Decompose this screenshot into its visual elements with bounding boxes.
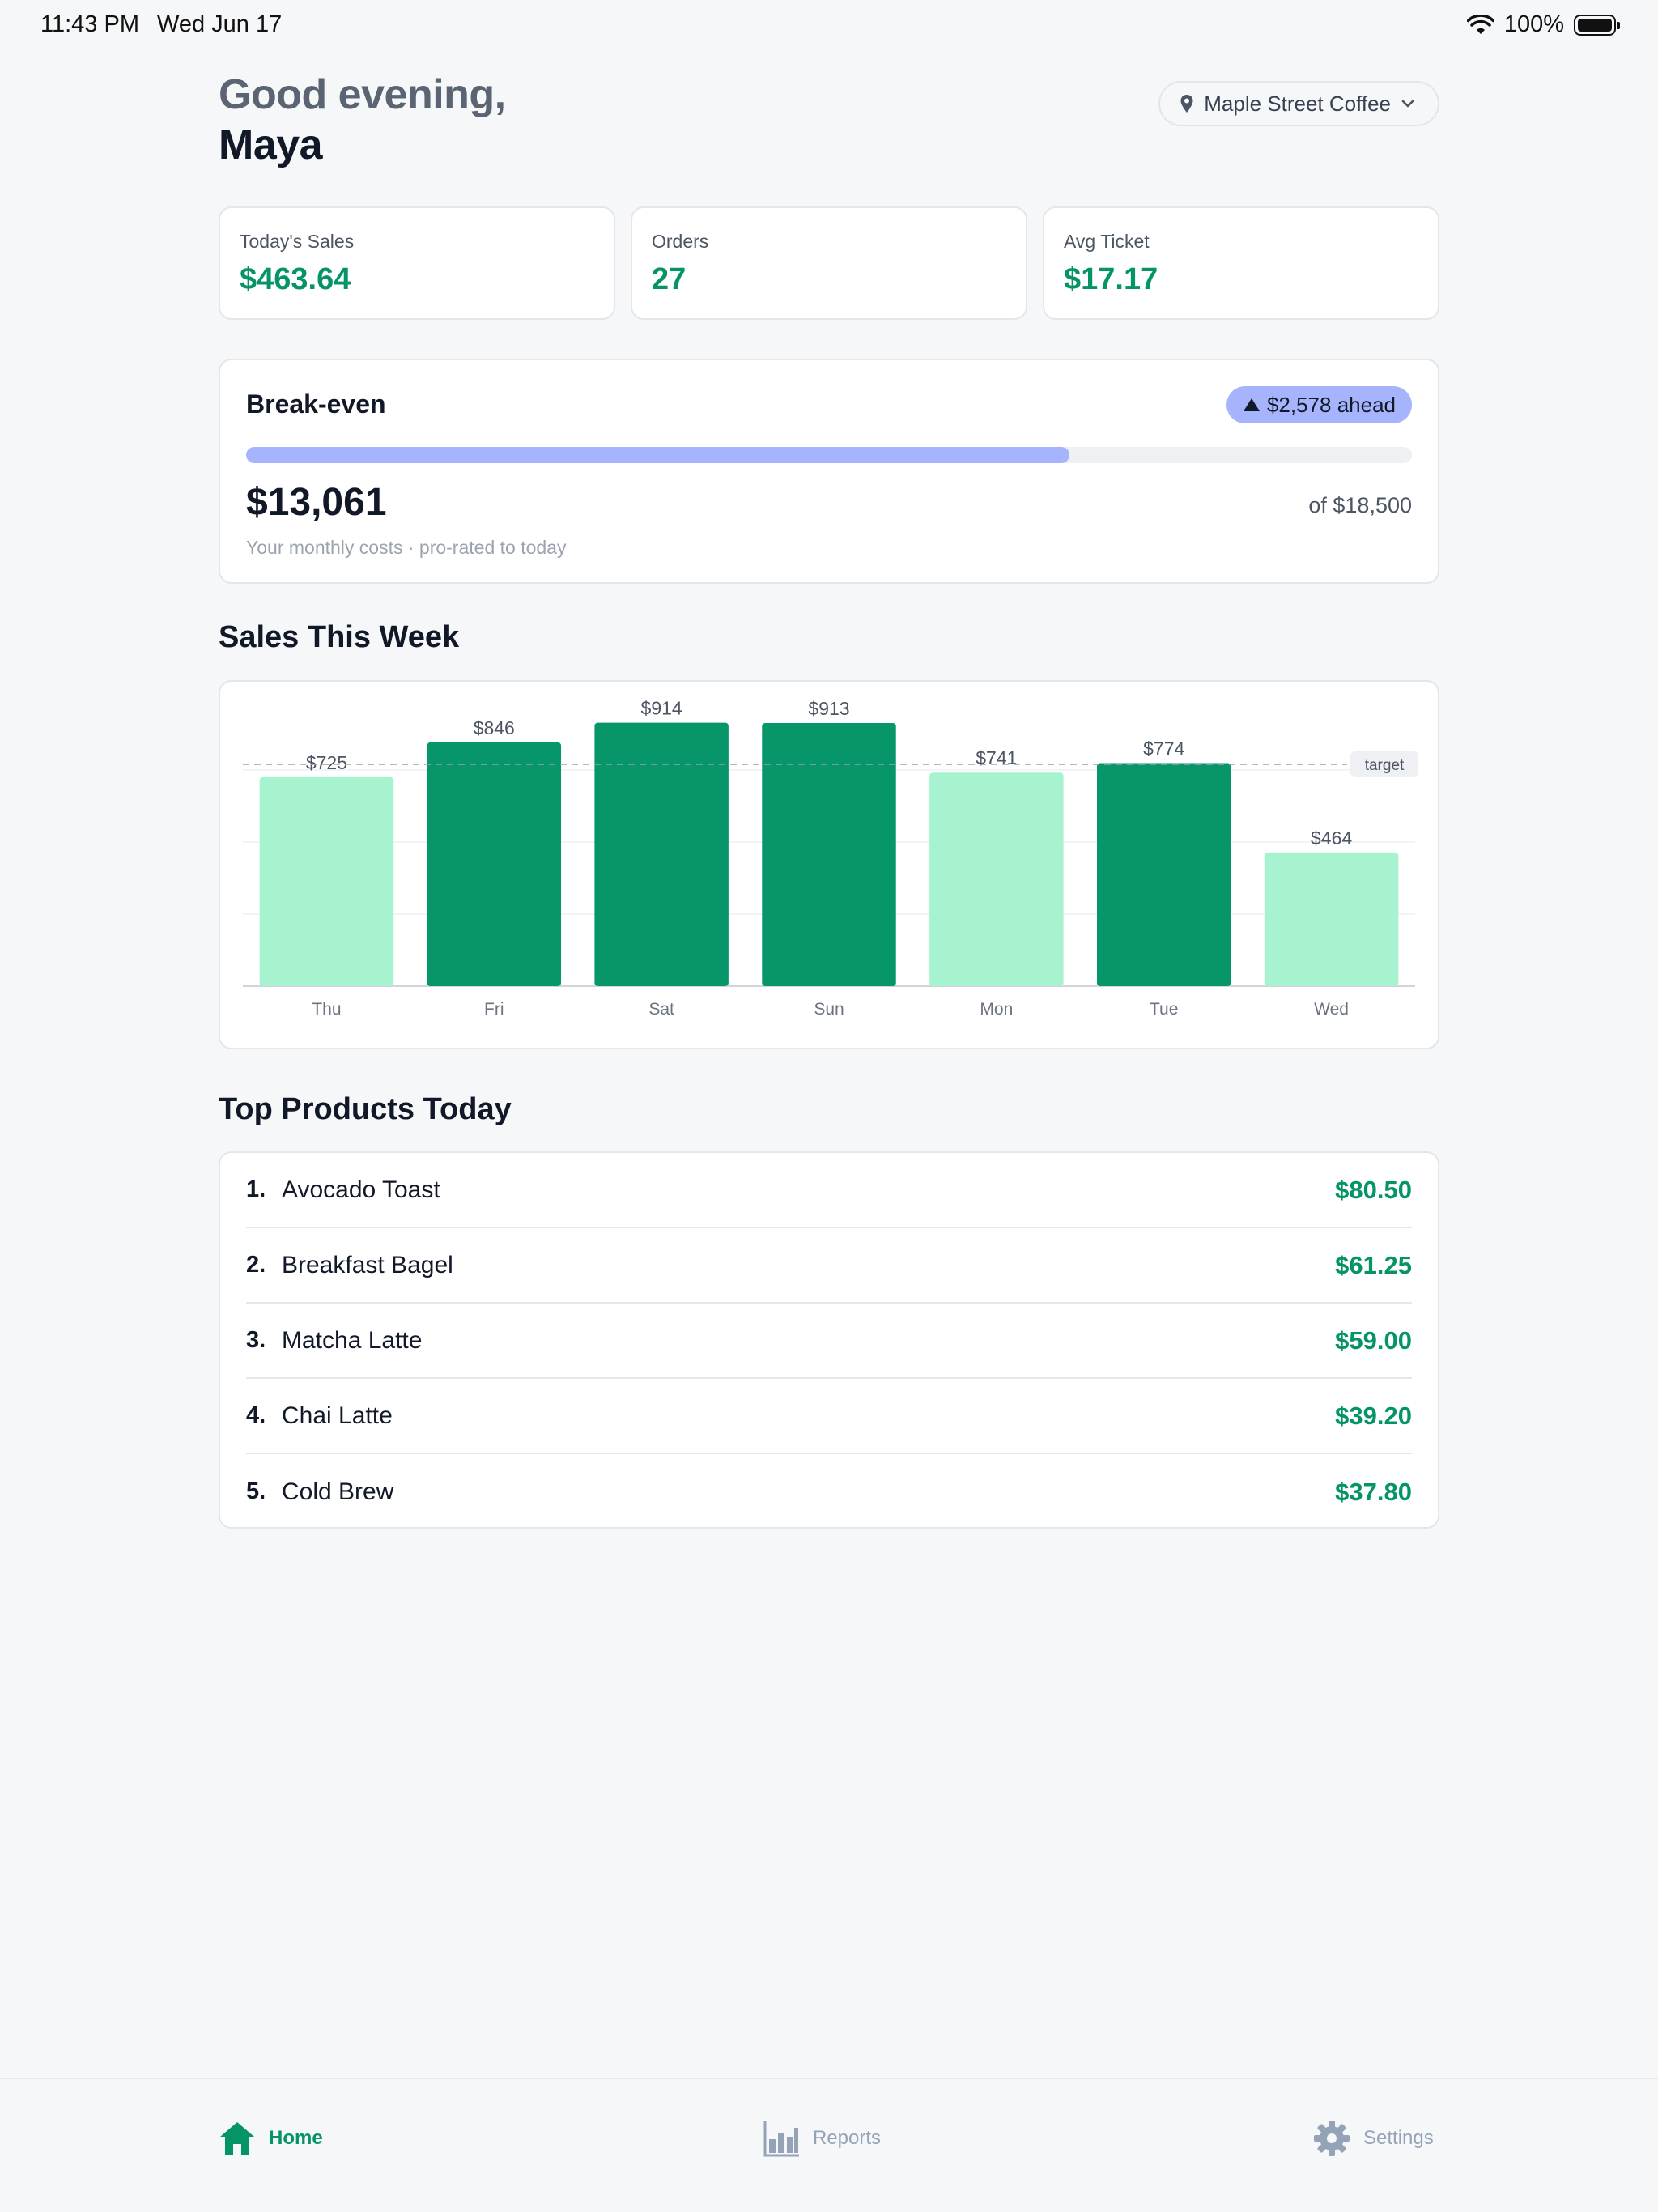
battery-percent: 100%	[1503, 11, 1564, 37]
top-products-title: Top Products Today	[219, 1092, 512, 1126]
bar-mon	[929, 772, 1064, 986]
breakeven-card: Break-even $2,578 ahead $13,061 of $18,5…	[219, 359, 1439, 584]
product-sales: $39.20	[1335, 1401, 1412, 1430]
target-label-bg	[1350, 751, 1418, 777]
greeting-name: Maya	[219, 121, 323, 168]
status-left: 11:43 PM Wed Jun 17	[40, 11, 282, 38]
product-rank: 5.	[246, 1478, 266, 1504]
stat-value: $17.17	[1064, 262, 1158, 296]
stat-value: $463.64	[240, 262, 351, 296]
x-tick-label: Sun	[814, 1000, 844, 1019]
product-rank: 1.	[246, 1176, 266, 1202]
product-row[interactable]: 3. Matcha Latte $59.00	[246, 1304, 1412, 1379]
product-name: Matcha Latte	[282, 1326, 423, 1354]
stat-label: Today's Sales	[240, 231, 355, 252]
breakeven-subtitle: Your monthly costs · pro-rated to today	[246, 537, 567, 558]
store-picker[interactable]: Maple Street Coffee	[1158, 81, 1439, 126]
status-bar: 11:43 PM Wed Jun 17 100%	[0, 0, 1658, 52]
bar-wed	[1264, 852, 1399, 986]
chevron-down-icon	[1401, 100, 1414, 108]
bar-value-label: $913	[808, 698, 849, 719]
bar-sat	[594, 722, 729, 986]
stat-label: Avg Ticket	[1064, 231, 1150, 252]
x-tick-label: Wed	[1314, 1000, 1349, 1019]
breakeven-progress-fill	[246, 447, 1069, 463]
x-tick-label: Thu	[312, 1000, 341, 1019]
product-name: Cold Brew	[282, 1478, 394, 1505]
tab-home[interactable]: Home	[219, 2120, 323, 2157]
store-name: Maple Street Coffee	[1204, 91, 1391, 116]
tab-reports[interactable]: Reports	[763, 2120, 881, 2157]
battery-icon	[1574, 14, 1620, 36]
greeting: Good evening, Maya	[219, 70, 506, 170]
product-name: Avocado Toast	[282, 1176, 440, 1203]
breakeven-target: of $18,500	[1308, 493, 1412, 517]
x-tick-label: Tue	[1150, 1000, 1178, 1019]
bar-value-label: $914	[641, 698, 682, 719]
breakeven-badge-text: $2,578 ahead	[1266, 392, 1396, 417]
top-products-card: 1. Avocado Toast $80.50 2. Breakfast Bag…	[219, 1151, 1439, 1529]
product-name: Breakfast Bagel	[282, 1251, 453, 1278]
wifi-icon	[1466, 14, 1494, 34]
x-tick-label: Mon	[980, 1000, 1013, 1019]
product-row[interactable]: 5. Cold Brew $37.80	[246, 1454, 1412, 1529]
home-icon	[220, 2122, 254, 2155]
x-tick-label: Sat	[648, 1000, 674, 1019]
tab-label: Settings	[1363, 2127, 1434, 2149]
breakeven-badge: $2,578 ahead	[1226, 386, 1412, 423]
sales-bar-chart: $725 Thu $846 Fri $914 Sat $913 Sun $741 Mon $774 T…	[243, 698, 1418, 1019]
tab-settings[interactable]: Settings	[1313, 2120, 1434, 2157]
product-sales: $61.25	[1335, 1250, 1412, 1279]
bar-thu	[259, 776, 394, 986]
status-date: Wed Jun 17	[156, 11, 283, 37]
product-sales: $59.00	[1335, 1325, 1412, 1355]
product-row[interactable]: 2. Breakfast Bagel $61.25	[246, 1228, 1412, 1304]
product-rank: 4.	[246, 1402, 266, 1428]
bar-value-label: $774	[1143, 738, 1184, 759]
tab-label: Reports	[813, 2127, 882, 2149]
stat-label: Orders	[652, 231, 709, 252]
triangle-up-icon	[1243, 398, 1260, 411]
tab-label: Home	[269, 2127, 323, 2149]
status-time: 11:43 PM	[40, 11, 139, 37]
breakeven-amount: $13,061	[246, 481, 387, 524]
breakeven-progress-bar	[246, 447, 1412, 463]
stat-value: 27	[652, 262, 687, 296]
bar-chart-icon	[763, 2121, 799, 2157]
tab-bar: Home Reports Settings	[0, 2078, 1658, 2212]
stat-card-orders: Orders 27	[631, 206, 1027, 320]
status-right: 100%	[1466, 11, 1620, 38]
greeting-line1: Good evening,	[219, 71, 506, 118]
target-label: target	[1365, 757, 1405, 774]
x-tick-label: Fri	[484, 1000, 504, 1019]
stat-card-sales: Today's Sales $463.64	[219, 206, 615, 320]
bar-tue	[1096, 763, 1231, 986]
stat-card-avg-ticket: Avg Ticket $17.17	[1043, 206, 1439, 320]
bar-fri	[427, 742, 562, 986]
product-sales: $37.80	[1335, 1477, 1412, 1506]
product-row[interactable]: 4. Chai Latte $39.20	[246, 1379, 1412, 1454]
location-pin-icon	[1180, 95, 1193, 113]
sales-chart-card: $725 Thu $846 Fri $914 Sat $913 Sun $741 Mon $774 T…	[219, 680, 1439, 1049]
product-rank: 2.	[246, 1252, 266, 1278]
bar-sun	[762, 722, 896, 986]
bar-value-label: $464	[1311, 827, 1352, 849]
bar-value-label: $741	[976, 747, 1017, 768]
bar-value-label: $725	[306, 752, 347, 773]
product-rank: 3.	[246, 1327, 266, 1353]
gear-icon	[1314, 2121, 1350, 2156]
product-sales: $80.50	[1335, 1175, 1412, 1204]
product-row[interactable]: 1. Avocado Toast $80.50	[246, 1153, 1412, 1228]
breakeven-title: Break-even	[246, 389, 386, 419]
bar-value-label: $846	[474, 717, 515, 738]
sales-week-title: Sales This Week	[219, 620, 460, 654]
product-name: Chai Latte	[282, 1402, 393, 1429]
